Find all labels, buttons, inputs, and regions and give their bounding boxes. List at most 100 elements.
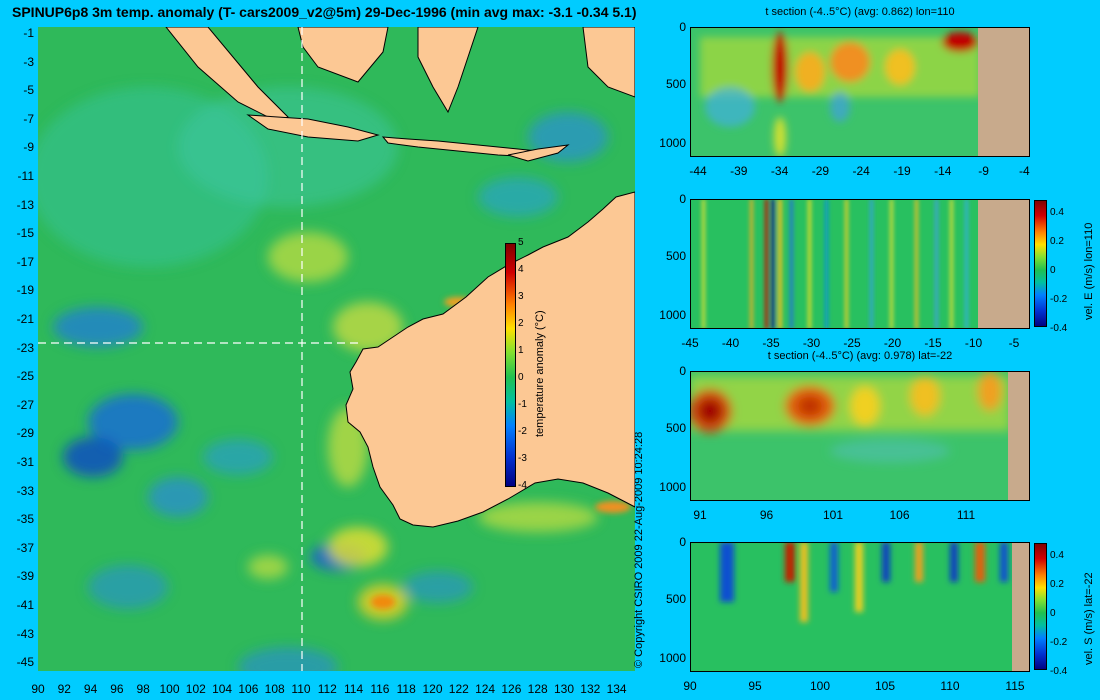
p4-colorbar-tick: -0.4: [1050, 666, 1068, 677]
map-colorbar-tick: -1: [518, 399, 527, 410]
p2-x-tick: -25: [843, 336, 861, 350]
panel2-land: [978, 199, 1030, 329]
velocity-stripe: [702, 199, 705, 329]
map-lat-tick: -45: [16, 655, 34, 670]
map-lat-tick: -5: [23, 83, 34, 98]
p3-x-tick: 96: [759, 508, 774, 522]
map-lat-tick: -21: [16, 312, 34, 326]
map-lat-tick: -19: [16, 283, 34, 298]
map-lat-tick: -3: [23, 54, 34, 69]
panel4-section: [690, 542, 1030, 672]
velocity-stripe: [720, 542, 734, 602]
map-lon-tick: 98: [136, 682, 150, 696]
p4-colorbar-tick: 0: [1050, 608, 1056, 619]
map-lat-tick: -9: [23, 140, 34, 155]
velocity-stripe: [825, 199, 828, 329]
panel3-title: t section (-4..5°C) (avg: 0.978) lat=-22: [767, 350, 953, 362]
new-guinea-landmass: [582, 27, 635, 98]
map-lon-tick: 114: [344, 682, 364, 696]
map-lat-tick: -1: [23, 26, 34, 40]
map-lat-tick: -11: [17, 169, 34, 183]
land: [165, 27, 635, 528]
p2-x-tick: -40: [721, 336, 740, 350]
p4-x-tick: 110: [940, 679, 960, 693]
velocity-stripe: [950, 542, 958, 582]
p4-x-tick: 90: [683, 679, 697, 693]
p2-x-tick: -10: [964, 336, 983, 350]
map-lon-tick: 108: [264, 682, 285, 696]
map-lat-tick: -43: [16, 626, 34, 641]
map-lon-tick: 102: [185, 682, 206, 696]
p2-x-tick: -15: [924, 336, 942, 350]
map-colorbar-tick: 2: [518, 318, 524, 329]
map-colorbar-tick: 5: [518, 237, 524, 248]
p2-y-tick: 0: [679, 192, 686, 206]
map-colorbar-tick: -2: [518, 426, 527, 437]
p1-x-tick: -14: [934, 164, 952, 178]
velocity-stripe: [870, 199, 873, 329]
p3-x-tick: 106: [889, 508, 910, 522]
panel1-land: [978, 27, 1030, 157]
map-lat-tick: -41: [16, 598, 34, 612]
velocity-stripe: [830, 542, 838, 592]
p2-x-tick: -35: [762, 336, 780, 350]
map-lat-tick: -33: [16, 483, 34, 498]
map-lat-tick: -23: [16, 340, 34, 355]
map-lon-tick: 122: [448, 682, 469, 696]
velocity-stripe: [975, 542, 985, 582]
p3-x-tick: 111: [956, 508, 976, 522]
map-lat-tick: -7: [23, 111, 34, 126]
velocity-stripe: [965, 199, 968, 329]
p3-y-tick: 500: [665, 421, 686, 435]
p1-x-tick: -39: [730, 164, 748, 178]
map-lat-tick: -13: [16, 197, 34, 212]
p4-x-tick: 100: [809, 679, 831, 693]
map-colorbar-tick: -4: [518, 480, 527, 491]
panel4-land: [1012, 542, 1030, 672]
map-lon-tick: 92: [57, 682, 71, 696]
p4-x-tick: 115: [1005, 679, 1025, 693]
map-lon-tick: 132: [580, 682, 601, 696]
velocity-stripe: [800, 542, 808, 622]
map-lat-tick: -37: [16, 540, 34, 555]
map-colorbar-tick: 3: [518, 291, 524, 302]
p1-x-tick: -9: [978, 164, 989, 178]
p4-colorbar-tick: -0.2: [1050, 637, 1068, 648]
p2-x-tick: -45: [681, 336, 699, 350]
copyright-text: © Copyright CSIRO 2009 22-Aug-2009 10:24…: [633, 431, 645, 668]
map-lon-tick: 126: [501, 682, 522, 696]
p2-x-tick: -20: [883, 336, 902, 350]
map-colorbar: [505, 243, 516, 487]
velocity-stripe: [950, 199, 953, 329]
borneo-landmass: [297, 27, 389, 83]
p1-x-tick: -29: [811, 164, 830, 178]
velocity-stripe: [750, 199, 753, 329]
java-landmass: [246, 114, 380, 142]
p3-x-tick: 101: [822, 508, 844, 522]
p4-colorbar-tick: 0.2: [1050, 579, 1064, 590]
main-map: [38, 27, 635, 671]
velocity-stripe: [915, 199, 918, 329]
map-lon-tick: 90: [31, 682, 45, 696]
p1-x-tick: -34: [770, 164, 789, 178]
velocity-stripe: [778, 199, 782, 329]
map-lon-tick: 124: [475, 682, 496, 696]
map-lat-tick: -17: [16, 254, 34, 269]
map-lon-tick: 116: [370, 682, 390, 696]
map-colorbar-label: temperature anomaly (°C): [534, 310, 546, 437]
p1-x-tick: -19: [893, 164, 911, 178]
p4-y-tick: 1000: [659, 651, 686, 665]
map-lon-tick: 128: [527, 682, 548, 696]
velocity-stripe: [935, 199, 938, 329]
map-colorbar-tick: 1: [518, 345, 524, 356]
panel2-colorbar-label: vel. E (m/s) lon=110: [1083, 222, 1095, 320]
p2-colorbar-tick: 0.4: [1050, 207, 1064, 218]
p1-y-tick: 0: [679, 20, 686, 34]
panel4-colorbar: [1034, 543, 1047, 670]
map-lat-tick: -39: [16, 569, 34, 584]
sulawesi-landmass: [417, 27, 479, 114]
p4-y-tick: 500: [665, 592, 686, 606]
panel3-section: [690, 371, 1030, 501]
velocity-stripe: [1000, 542, 1008, 582]
p2-y-tick: 500: [665, 249, 686, 263]
